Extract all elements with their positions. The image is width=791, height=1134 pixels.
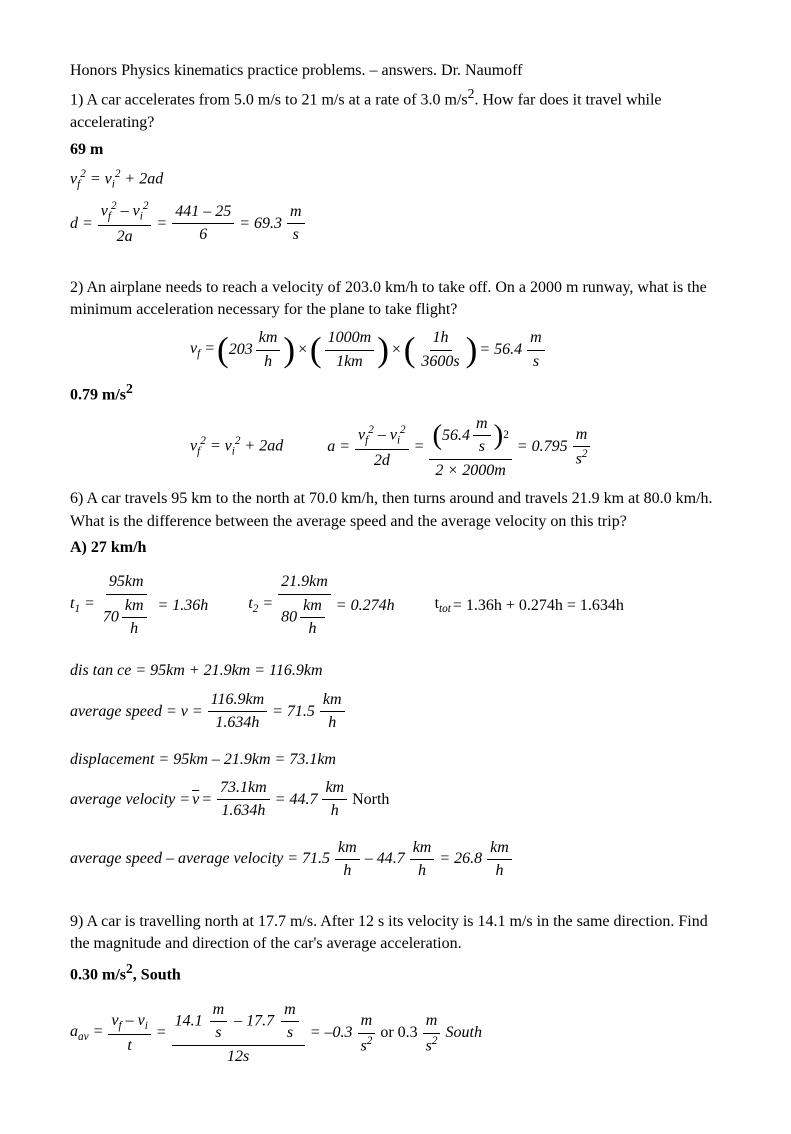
- problem-6-times: t1 = 95km 70kmh = 1.36h t2 = 21.9km 80km…: [70, 565, 721, 646]
- problem-6-answer: A) 27 km/h: [70, 537, 721, 559]
- problem-6-avgvelocity: average velocity = v = 73.1km1.634h = 44…: [70, 777, 721, 823]
- problem-9-eq: aav = vf – vi t = 14.1 ms – 17.7 ms 12s …: [70, 999, 721, 1068]
- problem-1-answer: 69 m: [70, 139, 721, 161]
- problem-9-text: 9) A car is travelling north at 17.7 m/s…: [70, 911, 721, 956]
- problem-6-text: 6) A car travels 95 km to the north at 7…: [70, 488, 721, 533]
- problem-6-avgspeed: average speed = v = 116.9km1.634h = 71.5…: [70, 689, 721, 735]
- problem-1-eq1: vf2 = vi2 + 2ad: [70, 167, 721, 193]
- problem-9-answer: 0.30 m/s2, South: [70, 959, 721, 987]
- problem-1-text: 1) A car accelerates from 5.0 m/s to 21 …: [70, 84, 721, 134]
- problem-2-answer: 0.79 m/s2: [70, 379, 721, 407]
- problem-1-eq2: d = vf2 – vi2 2a = 441 – 25 6 = 69.3 m s: [70, 199, 721, 249]
- problem-2-eq-vf: vf = ( 203 kmh ) × ( 1000m1km ) × ( 1h36…: [190, 327, 721, 373]
- problem-6-displacement: displacement = 95km – 21.9km = 73.1km: [70, 749, 721, 771]
- page-title: Honors Physics kinematics practice probl…: [70, 60, 721, 82]
- problem-2-text: 2) An airplane needs to reach a velocity…: [70, 277, 721, 322]
- problem-2-eq-a: vf2 = vi2 + 2ad a = vf2 – vi2 2d = ( 56.…: [190, 413, 721, 482]
- problem-6-distance: dis tan ce = 95km + 21.9km = 116.9km: [70, 660, 721, 682]
- problem-6-difference: average speed – average velocity = 71.5 …: [70, 837, 721, 883]
